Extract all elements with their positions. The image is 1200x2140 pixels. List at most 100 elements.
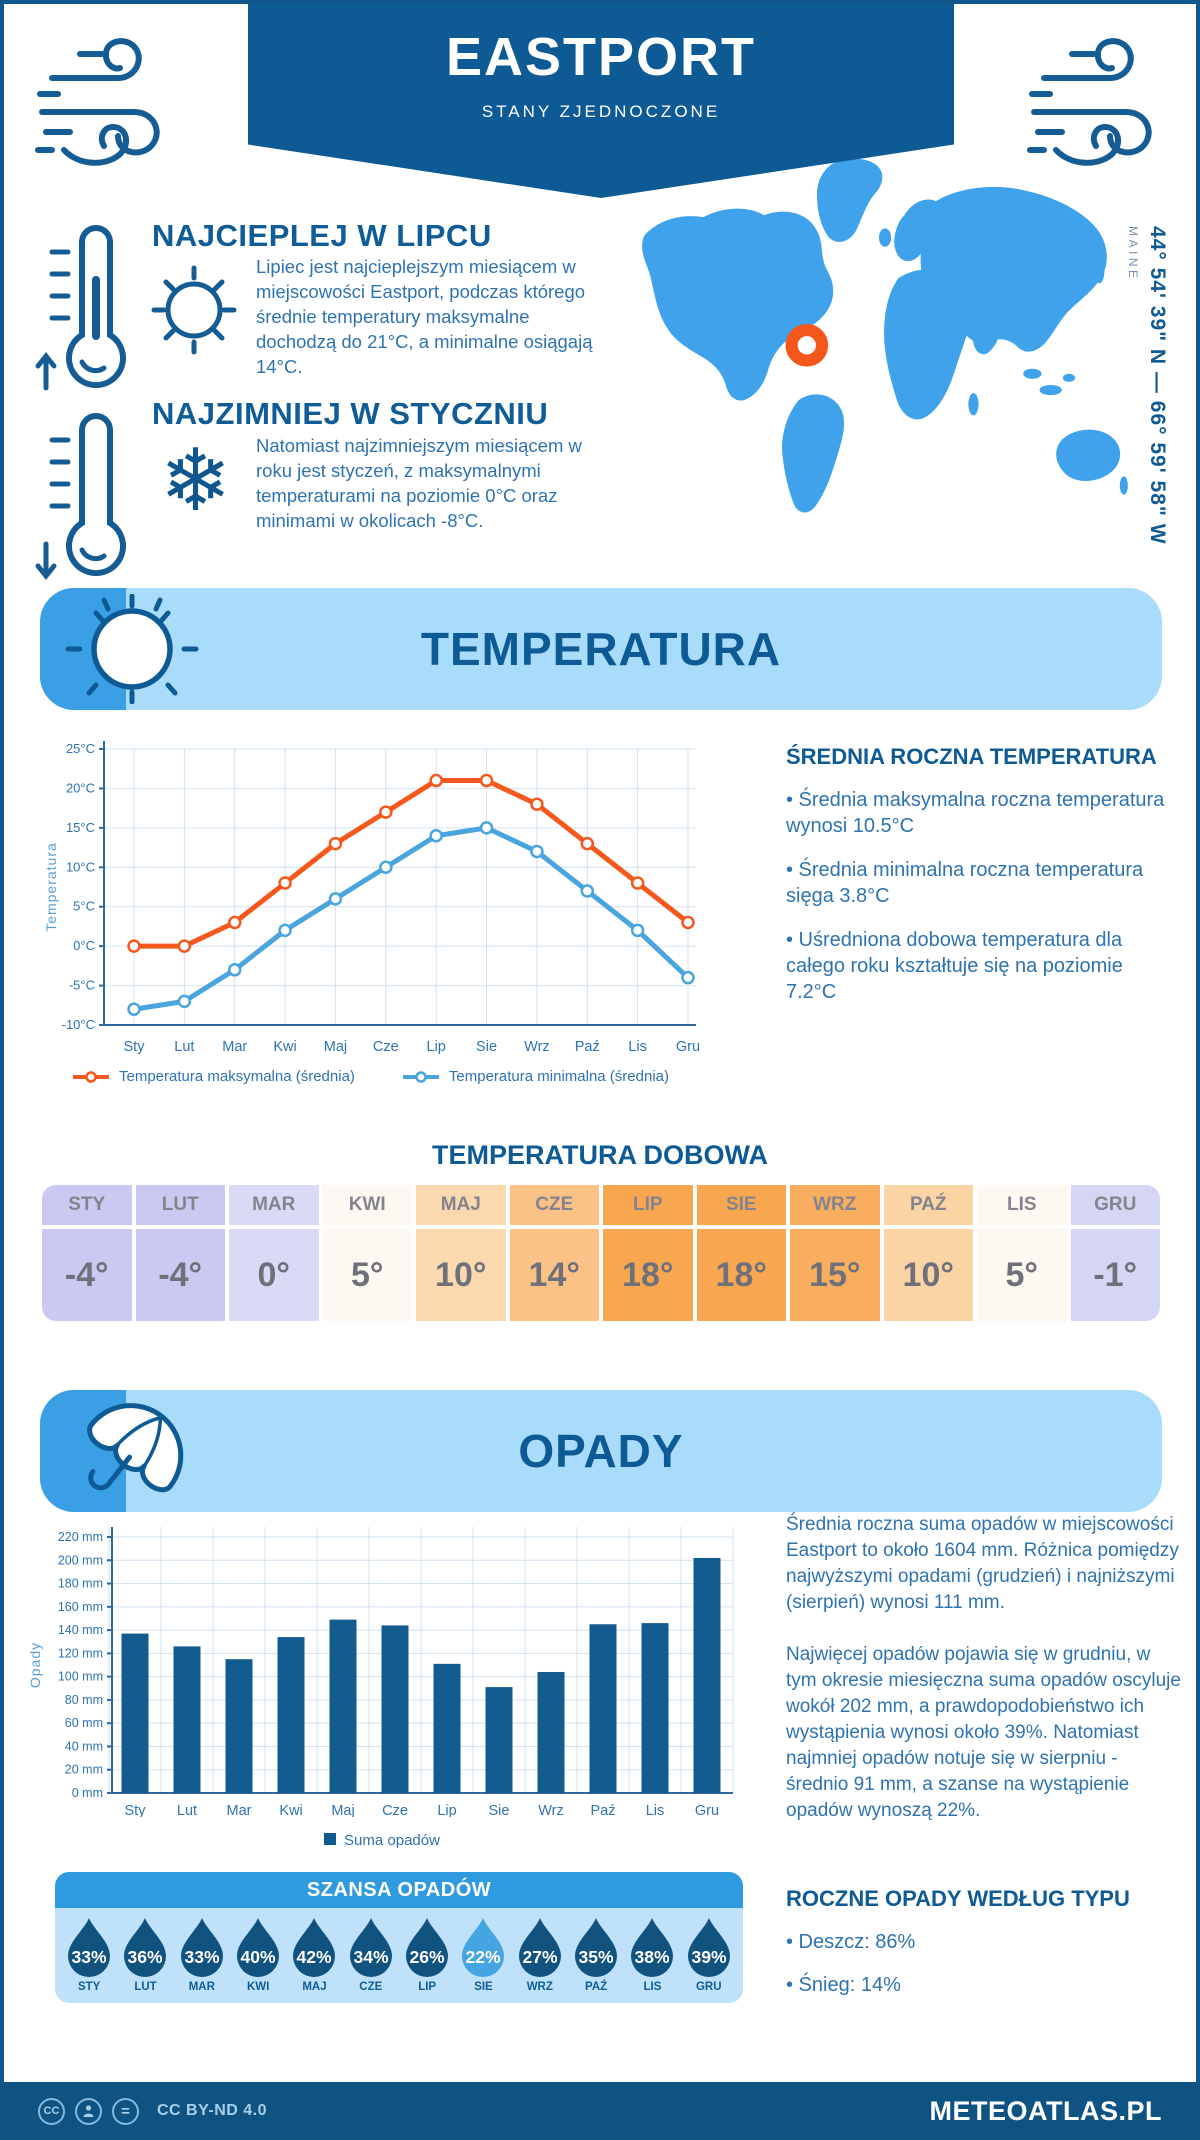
precipitation-section-banner: OPADY [40, 1390, 1162, 1512]
bar [381, 1625, 409, 1793]
precipitation-type-title: ROCZNE OPADY WEDŁUG TYPU [786, 1886, 1130, 1911]
droplet-icon: 27% [518, 1918, 561, 1977]
droplet-icon: 26% [406, 1918, 449, 1977]
precipitation-legend-label: Suma opadów [344, 1832, 440, 1849]
y-axis-tick-label: 25°C [66, 741, 95, 756]
chance-droplet-slot: 33% MAR [174, 1916, 230, 1993]
chance-percentage: 40% [241, 1947, 276, 1967]
page-title: EASTPORT [445, 27, 757, 87]
bar [173, 1646, 201, 1793]
month-header-cell: LIS [977, 1185, 1067, 1225]
legend-line-icon [402, 1070, 439, 1083]
bar [121, 1633, 149, 1793]
temperature-section-banner: TEMPERATURA [40, 588, 1162, 710]
sun-icon [151, 265, 237, 355]
no-derivatives-icon: = [112, 2097, 139, 2125]
temperature-summary-title: ŚREDNIA ROCZNA TEMPERATURA [786, 744, 1157, 769]
droplet-icon: 33% [180, 1918, 223, 1977]
data-point [479, 821, 494, 835]
droplet-icon: 40% [237, 1918, 280, 1977]
footer: CC = CC BY-ND 4.0 METEOATLAS.PL [0, 2082, 1200, 2140]
precipitation-paragraph: Średnia roczna suma opadów w miejscowośc… [786, 1514, 1179, 1614]
x-axis-tick-label: Mar [227, 1803, 252, 1817]
chance-percentage: 38% [635, 1947, 670, 1967]
temperature-summary-list: • Średnia maksymalna roczna temperatura … [786, 787, 1170, 1006]
droplet-icon: 34% [349, 1918, 392, 1977]
droplet-month-label: KWI [246, 1981, 270, 1993]
chance-droplet-slot: 39% GRU [681, 1916, 737, 1993]
series-line [131, 825, 691, 1012]
x-axis-tick-label: Lut [177, 1803, 197, 1817]
precipitation-chance-panel: SZANSA OPADÓW 33% STY 36% LUT 33% MAR 40% KWI 42… [55, 1872, 743, 2003]
chance-percentage: 33% [184, 1947, 219, 1967]
data-point [328, 892, 343, 906]
data-point [227, 915, 242, 930]
data-point [278, 923, 292, 938]
chance-droplet-slot: 42% MAJ [286, 1916, 342, 1993]
table-column: STY -4° [42, 1185, 132, 1321]
page-subtitle: STANY ZJEDNOCZONE [481, 102, 721, 121]
temperature-value-cell: 5° [977, 1229, 1067, 1321]
chance-percentage: 39% [691, 1947, 726, 1967]
site-name: METEOATLAS.PL [929, 2095, 1162, 2126]
y-axis-tick-label: -5°C [69, 978, 95, 993]
x-axis-tick-label: Wrz [524, 1039, 550, 1055]
chance-percentage: 33% [72, 1947, 107, 1967]
precipitation-type-list: • Deszcz: 86% • Śnieg: 14% [786, 1929, 1182, 1999]
legend-item: Temperatura maksymalna (średnia) [71, 1068, 355, 1085]
droplet-icon: 22% [462, 1918, 505, 1977]
table-column: MAJ 10° [416, 1185, 506, 1321]
table-column: MAR 0° [229, 1185, 319, 1321]
droplet-month-label: MAJ [302, 1981, 327, 1993]
bar [225, 1659, 253, 1793]
precipitation-chance-droplets: 33% STY 36% LUT 33% MAR 40% KWI 42% MAJ 34% CZE 26% L… [55, 1908, 743, 2003]
droplet-icon: 33% [68, 1918, 111, 1977]
table-column: LIS 5° [977, 1185, 1067, 1321]
precipitation-text: Średnia roczna suma opadów w miejscowośc… [786, 1512, 1182, 1824]
cc-icon: CC [38, 2097, 65, 2125]
data-point [379, 805, 393, 819]
warm-section-text: Lipiec jest najcieplejszym miesiącem w m… [256, 256, 593, 377]
data-point [328, 836, 343, 851]
x-axis-tick-label: Wrz [538, 1803, 564, 1817]
y-axis-tick-label: 160 mm [58, 1600, 103, 1614]
temperature-chart: 25°C 20°C 15°C 10°C 5°C 0°C -5°C -10°C Sty Lut Mar… [43, 741, 700, 1055]
precipitation-chance-title: SZANSA OPADÓW [55, 1872, 743, 1908]
table-column: LIP 18° [603, 1185, 693, 1321]
legend-label: Temperatura minimalna (średnia) [448, 1068, 669, 1085]
table-column: LUT -4° [135, 1185, 225, 1321]
data-point [681, 970, 695, 985]
month-header-cell: PAŹ [883, 1185, 973, 1225]
bar [329, 1619, 357, 1793]
bar [641, 1623, 669, 1793]
bar [277, 1637, 305, 1793]
chance-droplet-slot: 36% LUT [117, 1916, 173, 1993]
chance-droplet-slot: 33% STY [61, 1916, 117, 1993]
chance-percentage: 35% [579, 1947, 614, 1967]
temperature-value-cell: 10° [416, 1229, 506, 1321]
y-axis-tick-label: 60 mm [65, 1716, 103, 1730]
precipitation-chart-legend: Suma opadów [26, 1832, 738, 1849]
month-header-cell: WRZ [790, 1185, 880, 1225]
data-point [580, 836, 595, 851]
table-column: SIE 18° [696, 1185, 786, 1321]
x-axis-tick-label: Maj [324, 1039, 347, 1055]
cold-section-text: Natomiast najzimniejszym miesiącem w rok… [256, 435, 582, 531]
droplet-month-label: STY [77, 1981, 101, 1993]
umbrella-icon [87, 1403, 184, 1493]
month-header-cell: STY [42, 1185, 132, 1225]
warm-section-title: NAJCIEPLEJ W LIPCU [152, 218, 492, 253]
y-axis-tick-label: 0°C [73, 938, 95, 953]
region-label: MAINE [1126, 226, 1140, 282]
data-point [227, 963, 242, 977]
x-axis-tick-label: Lis [646, 1803, 665, 1817]
bar [589, 1624, 617, 1793]
data-point [177, 939, 192, 953]
wind-icon [1027, 38, 1152, 166]
bar [537, 1671, 565, 1793]
data-point [278, 876, 292, 890]
sun-icon [65, 594, 199, 704]
precipitation-section-title: OPADY [518, 1425, 684, 1477]
data-point [177, 994, 192, 1009]
precipitation-chart: 0 mm 20 mm 40 mm 60 mm 80 mm 100 mm 120 mm 140 … [27, 1527, 734, 1817]
